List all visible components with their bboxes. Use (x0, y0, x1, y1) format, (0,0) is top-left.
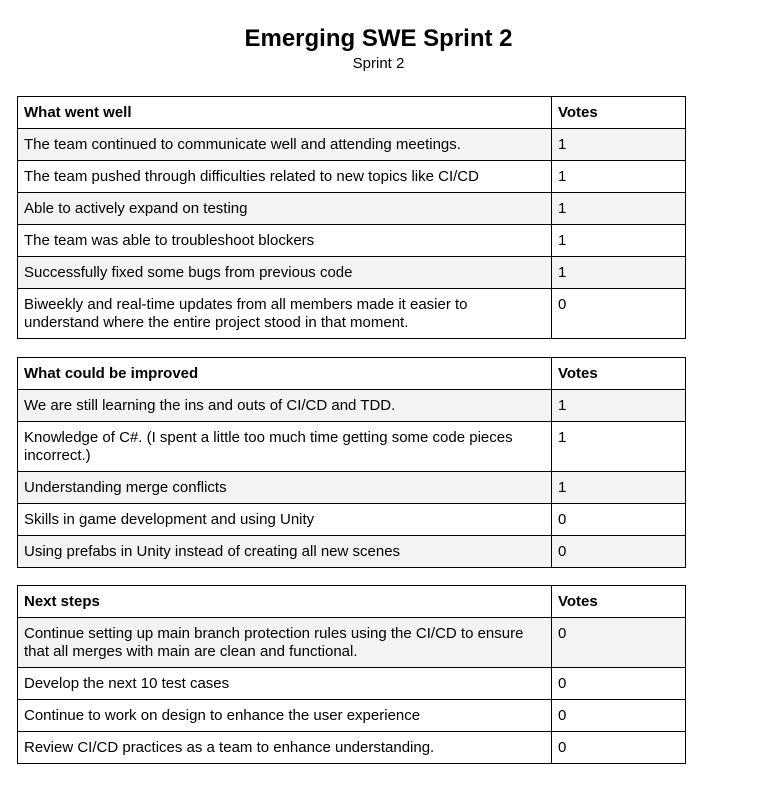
votes-header: Votes (551, 357, 686, 390)
item-votes: 0 (551, 731, 686, 764)
item-text: Understanding merge conflicts (17, 471, 552, 504)
item-votes: 0 (551, 535, 686, 568)
next-steps-table: Next steps Votes Continue setting up mai… (17, 585, 686, 764)
table-row: Understanding merge conflicts 1 (17, 471, 686, 504)
table-row: We are still learning the ins and outs o… (17, 389, 686, 422)
table-row: Continue setting up main branch protecti… (17, 617, 686, 668)
item-votes: 1 (551, 389, 686, 422)
item-votes: 0 (551, 699, 686, 732)
table-row: Biweekly and real-time updates from all … (17, 288, 686, 339)
item-text: The team continued to communicate well a… (17, 128, 552, 161)
item-text: We are still learning the ins and outs o… (17, 389, 552, 422)
table-row: The team continued to communicate well a… (17, 128, 686, 161)
item-votes: 0 (551, 503, 686, 536)
item-votes: 1 (551, 471, 686, 504)
votes-header: Votes (551, 585, 686, 618)
votes-header: Votes (551, 96, 686, 129)
table-row: Develop the next 10 test cases 0 (17, 667, 686, 700)
document-header: Emerging SWE Sprint 2 Sprint 2 (0, 24, 757, 74)
what-could-be-improved-table: What could be improved Votes We are stil… (17, 357, 686, 568)
item-votes: 0 (551, 288, 686, 339)
what-went-well-table: What went well Votes The team continued … (17, 96, 686, 339)
item-votes: 1 (551, 421, 686, 472)
item-text: Continue setting up main branch protecti… (17, 617, 552, 668)
item-votes: 1 (551, 192, 686, 225)
table-header-row: Next steps Votes (17, 585, 686, 618)
section-header: Next steps (17, 585, 552, 618)
table-row: Able to actively expand on testing 1 (17, 192, 686, 225)
section-header: What could be improved (17, 357, 552, 390)
item-text: The team pushed through difficulties rel… (17, 160, 552, 193)
item-text: Develop the next 10 test cases (17, 667, 552, 700)
table-header-row: What could be improved Votes (17, 357, 686, 390)
table-row: Successfully fixed some bugs from previo… (17, 256, 686, 289)
table-row: Using prefabs in Unity instead of creati… (17, 535, 686, 568)
table-row: Review CI/CD practices as a team to enha… (17, 731, 686, 764)
item-votes: 0 (551, 617, 686, 668)
item-text: Continue to work on design to enhance th… (17, 699, 552, 732)
table-header-row: What went well Votes (17, 96, 686, 129)
item-text: Successfully fixed some bugs from previo… (17, 256, 552, 289)
item-text: The team was able to troubleshoot blocke… (17, 224, 552, 257)
item-votes: 1 (551, 128, 686, 161)
item-text: Skills in game development and using Uni… (17, 503, 552, 536)
page-title: Emerging SWE Sprint 2 (244, 25, 513, 52)
item-text: Knowledge of C#. (I spent a little too m… (17, 421, 552, 472)
item-votes: 1 (551, 160, 686, 193)
table-row: The team was able to troubleshoot blocke… (17, 224, 686, 257)
item-votes: 0 (551, 667, 686, 700)
item-text: Review CI/CD practices as a team to enha… (17, 731, 552, 764)
item-text: Biweekly and real-time updates from all … (17, 288, 552, 339)
table-row: Knowledge of C#. (I spent a little too m… (17, 421, 686, 472)
table-row: The team pushed through difficulties rel… (17, 160, 686, 193)
item-votes: 1 (551, 256, 686, 289)
table-row: Continue to work on design to enhance th… (17, 699, 686, 732)
item-text: Using prefabs in Unity instead of creati… (17, 535, 552, 568)
table-row: Skills in game development and using Uni… (17, 503, 686, 536)
item-votes: 1 (551, 224, 686, 257)
section-header: What went well (17, 96, 552, 129)
page-subtitle: Sprint 2 (352, 55, 405, 72)
item-text: Able to actively expand on testing (17, 192, 552, 225)
